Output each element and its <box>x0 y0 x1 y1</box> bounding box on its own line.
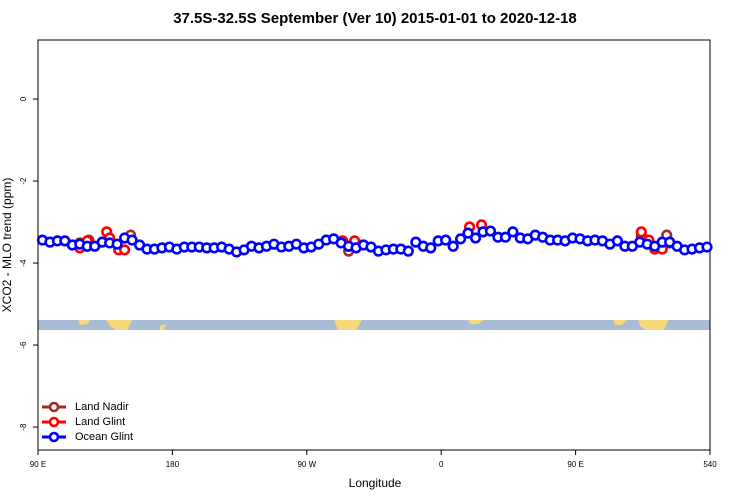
y-axis-label: XCO2 - MLO trend (ppm) <box>0 178 14 313</box>
legend-marker <box>48 416 60 428</box>
y-tick-label: -8 <box>19 423 28 431</box>
y-tick-label: -6 <box>19 341 28 349</box>
point <box>611 235 624 247</box>
x-tick-label: 180 <box>166 460 180 469</box>
point <box>499 231 512 243</box>
y-tick-label: -4 <box>19 259 28 267</box>
point <box>111 238 123 250</box>
x-tick-label: 0 <box>439 460 444 469</box>
point <box>701 241 713 253</box>
legend-marker <box>48 401 60 413</box>
legend-label: Ocean Glint <box>75 431 133 443</box>
point <box>440 234 452 246</box>
point <box>455 233 467 245</box>
y-tick-label: -2 <box>19 177 28 185</box>
point <box>402 245 414 257</box>
x-tick-label: 540 <box>703 460 717 469</box>
series <box>36 225 713 258</box>
point <box>447 240 459 252</box>
world-map-strip <box>38 320 710 330</box>
legend-label: Land Glint <box>75 416 125 428</box>
point <box>126 234 138 246</box>
point <box>507 226 519 238</box>
x-tick-label: 90 E <box>30 460 46 469</box>
point <box>635 226 647 238</box>
y-tick-label: 0 <box>19 96 28 101</box>
point <box>425 242 437 254</box>
point <box>119 244 131 256</box>
chart-title: 37.5S-32.5S September (Ver 10) 2015-01-0… <box>173 10 577 27</box>
x-axis-label: Longitude <box>349 476 402 490</box>
x-tick-label: 90 W <box>297 460 316 469</box>
legend-label: Land Nadir <box>75 401 129 413</box>
point <box>484 225 497 237</box>
legend: Land Nadir Land Glint Ocean Glint <box>42 401 133 443</box>
point <box>469 232 482 244</box>
point <box>462 227 474 239</box>
x-tick-label: 90 E <box>567 460 583 469</box>
legend-marker <box>48 431 60 443</box>
